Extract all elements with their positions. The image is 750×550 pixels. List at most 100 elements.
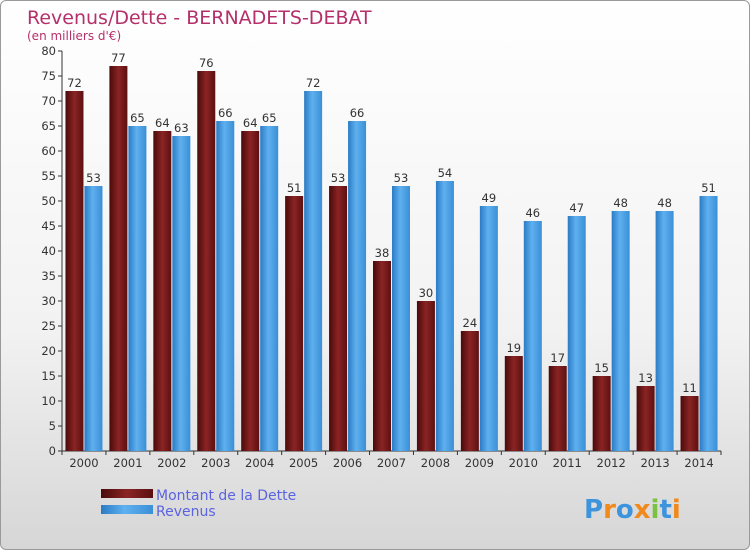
data-label-revenus: 48 bbox=[613, 196, 628, 210]
y-tick-label: 0 bbox=[49, 444, 56, 458]
y-tick-label: 25 bbox=[41, 319, 56, 333]
legend-swatch-debt bbox=[101, 489, 153, 498]
bars bbox=[65, 66, 718, 451]
data-label-debt: 15 bbox=[594, 361, 609, 375]
x-tick-label: 2008 bbox=[421, 456, 450, 470]
data-label-debt: 76 bbox=[199, 56, 214, 70]
data-label-debt: 13 bbox=[638, 371, 653, 385]
y-tick-label: 5 bbox=[49, 419, 56, 433]
x-tick-label: 2007 bbox=[377, 456, 406, 470]
y-tick-label: 30 bbox=[41, 294, 56, 308]
bar-revenus bbox=[479, 206, 498, 451]
data-label-revenus: 47 bbox=[569, 201, 584, 215]
y-tick-label: 15 bbox=[41, 369, 56, 383]
bar-revenus bbox=[260, 126, 279, 451]
data-label-debt: 77 bbox=[111, 51, 126, 65]
x-tick-label: 2010 bbox=[509, 456, 538, 470]
data-label-debt: 72 bbox=[67, 76, 82, 90]
data-label-revenus: 65 bbox=[130, 111, 145, 125]
bar-debt bbox=[285, 196, 304, 451]
x-tick-label: 2003 bbox=[201, 456, 230, 470]
bar-revenus bbox=[699, 196, 718, 451]
x-tick-label: 2013 bbox=[640, 456, 669, 470]
proxiti-logo: Proxiti bbox=[584, 495, 681, 525]
bar-revenus bbox=[523, 221, 542, 451]
data-label-debt: 19 bbox=[506, 341, 521, 355]
data-label-revenus: 63 bbox=[174, 121, 189, 135]
x-tick-label: 2005 bbox=[289, 456, 318, 470]
legend-swatch-revenus bbox=[101, 505, 153, 514]
bar-revenus bbox=[392, 186, 410, 451]
bar-debt bbox=[592, 376, 611, 451]
data-label-debt: 30 bbox=[419, 286, 434, 300]
x-tick-label: 2009 bbox=[465, 456, 494, 470]
bar-revenus bbox=[172, 136, 191, 451]
x-tick-label: 2011 bbox=[553, 456, 582, 470]
y-tick-label: 40 bbox=[41, 244, 56, 258]
x-tick-label: 2012 bbox=[597, 456, 626, 470]
data-label-revenus: 54 bbox=[438, 166, 453, 180]
data-label-debt: 17 bbox=[550, 351, 565, 365]
x-tick-label: 2000 bbox=[69, 456, 98, 470]
bar-debt bbox=[109, 66, 128, 451]
bar-debt bbox=[548, 366, 567, 451]
logo-text: Proxiti bbox=[584, 495, 681, 525]
data-label-revenus: 66 bbox=[218, 106, 233, 120]
bar-revenus bbox=[304, 91, 323, 451]
bar-debt bbox=[153, 131, 172, 451]
y-tick-label: 75 bbox=[41, 69, 56, 83]
bar-revenus bbox=[611, 211, 630, 451]
bar-debt bbox=[460, 331, 479, 451]
bar-revenus bbox=[655, 211, 674, 451]
legend: Montant de la Dette Revenus bbox=[101, 488, 296, 520]
data-label-revenus: 53 bbox=[86, 171, 101, 185]
bar-debt bbox=[504, 356, 523, 451]
y-tick-label: 35 bbox=[41, 269, 56, 283]
y-tick-label: 55 bbox=[41, 169, 56, 183]
bar-debt bbox=[636, 386, 655, 451]
bar-debt bbox=[416, 301, 435, 451]
data-label-debt: 51 bbox=[287, 181, 302, 195]
data-label-revenus: 48 bbox=[657, 196, 672, 210]
bar-debt bbox=[329, 186, 348, 451]
y-tick-label: 60 bbox=[41, 144, 56, 158]
x-tick-label: 2004 bbox=[245, 456, 274, 470]
bar-debt bbox=[680, 396, 699, 451]
data-label-debt: 24 bbox=[463, 316, 478, 330]
y-tick-label: 50 bbox=[41, 194, 56, 208]
data-labels: 72 53 77 65 64 63 76 66 64 65 51 72 53 66 38 53 30 54 24 49… bbox=[67, 51, 716, 395]
y-tick-label: 65 bbox=[41, 119, 56, 133]
bar-debt bbox=[373, 261, 391, 451]
data-label-revenus: 53 bbox=[394, 171, 409, 185]
y-tick-label: 10 bbox=[41, 394, 56, 408]
bar-revenus bbox=[435, 181, 454, 451]
data-label-debt: 64 bbox=[243, 116, 258, 130]
bar-revenus bbox=[348, 121, 367, 451]
bar-debt bbox=[197, 71, 216, 451]
bar-revenus bbox=[128, 126, 147, 451]
chart-subtitle: (en milliers d'€) bbox=[27, 29, 121, 43]
x-tick-label: 2001 bbox=[113, 456, 142, 470]
x-tick-label: 2006 bbox=[333, 456, 362, 470]
data-label-debt: 38 bbox=[375, 246, 390, 260]
y-tick-label: 20 bbox=[41, 344, 56, 358]
bar-revenus bbox=[216, 121, 235, 451]
data-label-revenus: 72 bbox=[306, 76, 321, 90]
chart-title: Revenus/Dette - BERNADETS-DEBAT bbox=[27, 7, 372, 29]
data-label-debt: 53 bbox=[331, 171, 346, 185]
bar-debt bbox=[241, 131, 260, 451]
bar-revenus bbox=[84, 186, 103, 451]
bar-debt bbox=[65, 91, 84, 451]
legend-label-revenus: Revenus bbox=[156, 504, 216, 520]
data-label-revenus: 66 bbox=[350, 106, 365, 120]
data-label-revenus: 65 bbox=[262, 111, 277, 125]
legend-label-debt: Montant de la Dette bbox=[156, 488, 296, 504]
y-tick-label: 80 bbox=[41, 44, 56, 58]
data-label-revenus: 51 bbox=[701, 181, 716, 195]
y-tick-label: 70 bbox=[41, 94, 56, 108]
data-label-debt: 64 bbox=[155, 116, 170, 130]
data-label-revenus: 49 bbox=[482, 191, 497, 205]
axes: 0 5 10 15 20 25 30 35 40 45 50 55 60 65 70 75 80 2000 2001… bbox=[41, 44, 722, 470]
